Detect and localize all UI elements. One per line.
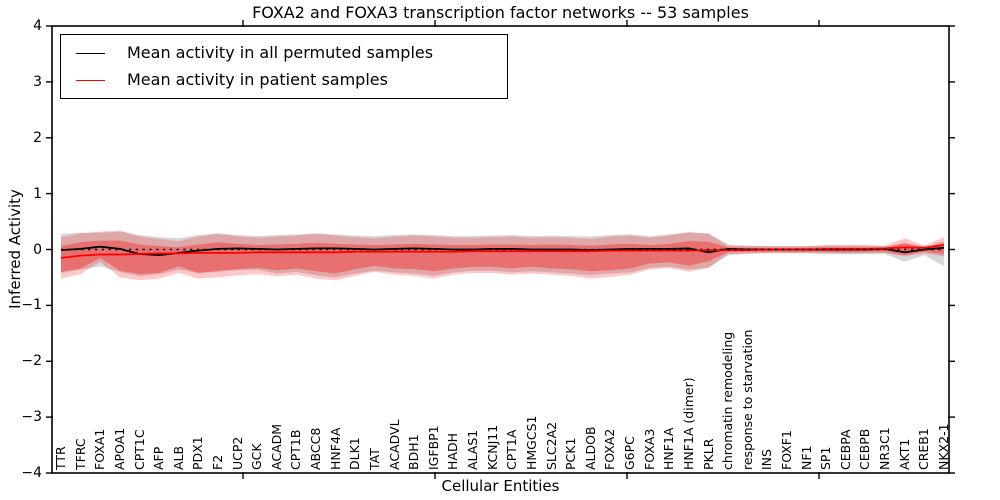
x-tick-label: TAT — [366, 448, 382, 470]
x-tick-label: PCK1 — [563, 437, 579, 470]
x-tick-label: ALAS1 — [465, 429, 480, 470]
x-tick-label: IGFBP1 — [425, 425, 441, 470]
x-tick-label: HNF1A (dimer) — [680, 377, 696, 470]
y-tick-label: −4 — [21, 465, 42, 481]
x-tick-label: FOXA2 — [602, 428, 618, 470]
x-tick-label: GCK — [249, 443, 265, 470]
legend-item-permuted: Mean activity in all permuted samples — [61, 44, 507, 62]
x-tick-label: ACADM — [268, 423, 284, 470]
x-tick-label: ACADVL — [386, 419, 402, 470]
x-tick-label: NF1 — [798, 445, 814, 471]
x-tick-label: CPT1A — [504, 429, 520, 470]
band-patient-samples-range-outer — [61, 230, 944, 281]
y-tick-label: 3 — [33, 73, 42, 90]
y-tick-label: −2 — [21, 353, 42, 370]
y-tick-label: 0 — [33, 241, 42, 258]
x-tick-label: PKLR — [700, 438, 716, 470]
x-tick-label: G6PC — [622, 436, 637, 470]
x-tick-label: AKT1 — [896, 438, 912, 470]
x-tick-label: AFP — [151, 446, 167, 470]
x-tick-label: CPT1B — [288, 429, 304, 470]
x-tick-label: CPT1C — [131, 429, 147, 470]
x-tick-label: ALDOB — [582, 426, 598, 470]
x-tick-label: APOA1 — [111, 427, 127, 470]
x-tick-label: TTR — [53, 446, 68, 470]
x-tick-label: HNF4A — [327, 427, 343, 470]
x-tick-label: HADH — [445, 433, 461, 470]
x-tick-label: response to starvation — [739, 329, 755, 471]
x-tick-label: KCNJ11 — [484, 424, 500, 470]
band-permuted-samples-range — [61, 231, 944, 278]
y-tick-label: −3 — [21, 409, 42, 426]
x-axis-title: Cellular Entities — [441, 477, 560, 495]
x-tick-label: NR3C1 — [877, 427, 892, 470]
x-tick-label: SP1 — [818, 446, 834, 470]
x-tick-label: HNF1A — [661, 427, 677, 470]
x-tick-label: F2 — [210, 454, 225, 470]
x-tick-label: BDH1 — [406, 434, 422, 470]
legend-line-black — [76, 52, 105, 54]
x-tick-label: UCP2 — [229, 436, 245, 470]
x-tick-label: CREB1 — [916, 428, 932, 470]
x-tick-label: FOXA1 — [92, 428, 108, 470]
legend-line-red — [76, 79, 105, 81]
x-tick-label: DLK1 — [347, 437, 363, 470]
legend-item-patient: Mean activity in patient samples — [61, 71, 507, 89]
y-tick-label: 1 — [33, 185, 42, 202]
x-tick-label: ALB — [170, 445, 186, 470]
x-tick-label: HMGCS1 — [523, 415, 539, 471]
x-tick-label: chromatin remodeling — [720, 331, 736, 470]
legend: Mean activity in all permuted samples Me… — [60, 34, 508, 99]
x-tick-label: TFRC — [72, 438, 88, 470]
x-tick-label: SLC2A2 — [543, 421, 559, 470]
legend-label-patient: Mean activity in patient samples — [127, 70, 388, 89]
x-tick-label: CEBPB — [857, 428, 873, 470]
x-tick-label: NKX2-1 — [935, 423, 951, 470]
x-tick-label: INS — [759, 449, 775, 470]
x-tick-label: ABCC8 — [308, 427, 324, 470]
legend-label-permuted: Mean activity in all permuted samples — [127, 43, 434, 62]
y-tick-label: 4 — [33, 18, 42, 34]
y-tick-label: −1 — [21, 297, 42, 314]
x-tick-label: CEBPA — [837, 429, 853, 471]
chart-title: FOXA2 and FOXA3 transcription factor net… — [252, 3, 749, 22]
y-tick-label: 2 — [33, 129, 42, 146]
x-tick-label: PDX1 — [190, 436, 206, 470]
x-tick-label: FOXA3 — [641, 428, 657, 470]
x-tick-label: FOXF1 — [778, 430, 794, 470]
